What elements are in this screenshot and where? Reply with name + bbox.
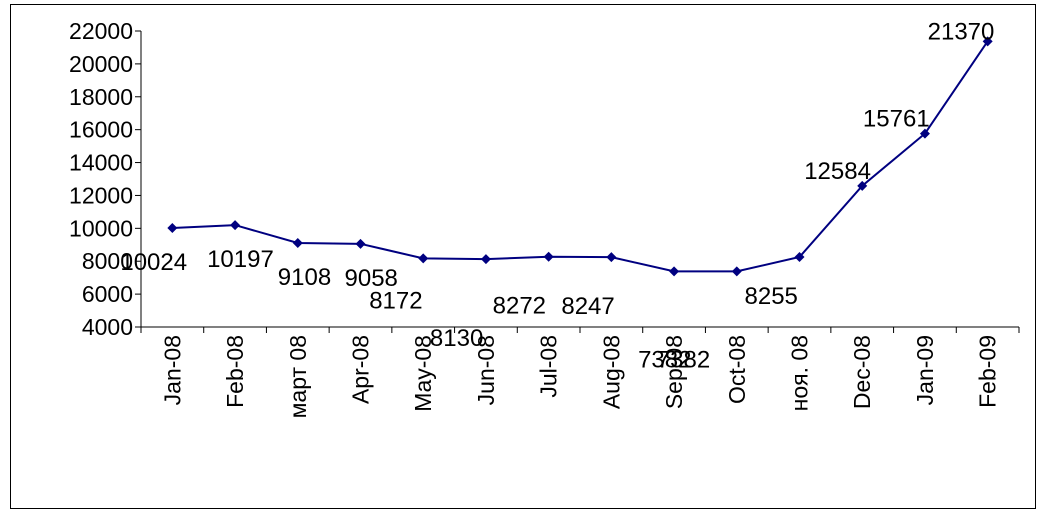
y-tick-label: 20000 — [69, 51, 133, 77]
y-tick-label: 22000 — [69, 18, 133, 44]
data-label: 15761 — [863, 106, 930, 133]
x-tick-label: May-08 — [410, 335, 436, 412]
series-line — [172, 40, 989, 273]
data-point-marker — [418, 253, 429, 264]
data-label: 7382 — [638, 346, 691, 373]
x-tick-label: ноя. 08 — [787, 335, 813, 411]
y-tick-label: 4000 — [82, 314, 133, 340]
x-tick-label: Sep-08 — [661, 335, 687, 409]
x-tick-label: Jan-08 — [159, 335, 185, 405]
data-point-marker — [606, 252, 617, 263]
y-tick-label: 6000 — [82, 281, 133, 307]
y-tick-label: 16000 — [69, 117, 133, 143]
data-label: 9058 — [345, 265, 398, 292]
x-tick-label: Oct-08 — [724, 335, 750, 404]
y-tick-label: 18000 — [69, 84, 133, 110]
y-tick-label: 10000 — [69, 215, 133, 241]
series-group — [167, 36, 993, 277]
data-point-marker — [543, 251, 554, 262]
x-tick-label: Jan-09 — [912, 335, 938, 405]
x-tick-label: Jul-08 — [536, 335, 562, 398]
data-label: 8172 — [369, 287, 422, 314]
data-point-marker — [794, 252, 805, 263]
chart-frame — [10, 4, 1036, 509]
x-tick-label: Feb-08 — [222, 335, 248, 408]
x-tick-label: Dec-08 — [849, 335, 875, 409]
data-point-marker — [292, 238, 303, 249]
x-tick-label: Aug-08 — [598, 335, 624, 409]
data-label: 21370 — [928, 18, 995, 45]
data-point-marker — [857, 180, 868, 191]
data-label: 7382 — [657, 346, 710, 373]
x-axis-ticks: Jan-08 Feb-08 март 08 Apr-08 May-08 Jun-08 Jul… — [140, 327, 1020, 418]
data-label: 10024 — [120, 249, 187, 276]
chart-axes — [140, 31, 1019, 328]
x-tick-label: март 08 — [285, 335, 311, 418]
data-label: 12584 — [804, 158, 871, 185]
y-tick-label: 14000 — [69, 150, 133, 176]
y-tick-label: 12000 — [69, 182, 133, 208]
data-point-marker — [982, 36, 993, 47]
data-point-marker — [731, 266, 742, 277]
x-tick-label: Apr-08 — [348, 335, 374, 404]
y-tick-label: 8000 — [82, 248, 133, 274]
data-point-marker — [919, 128, 930, 139]
data-label: 10197 — [207, 246, 274, 273]
data-point-marker — [167, 222, 178, 233]
data-point-marker — [480, 254, 491, 265]
data-label: 8247 — [561, 293, 614, 320]
data-point-marker — [230, 220, 241, 231]
y-axis-ticks: 4000 6000 8000 10000 12000 14000 16000 18000 200… — [69, 18, 141, 340]
data-label: 8272 — [493, 293, 546, 320]
x-tick-label: Feb-09 — [975, 335, 1001, 408]
data-point-marker — [669, 266, 680, 277]
data-point-marker — [355, 238, 366, 249]
data-label: 8130 — [430, 325, 483, 352]
data-label: 9108 — [278, 264, 331, 291]
data-label: 8255 — [745, 283, 798, 310]
x-tick-label: Jun-08 — [473, 335, 499, 405]
